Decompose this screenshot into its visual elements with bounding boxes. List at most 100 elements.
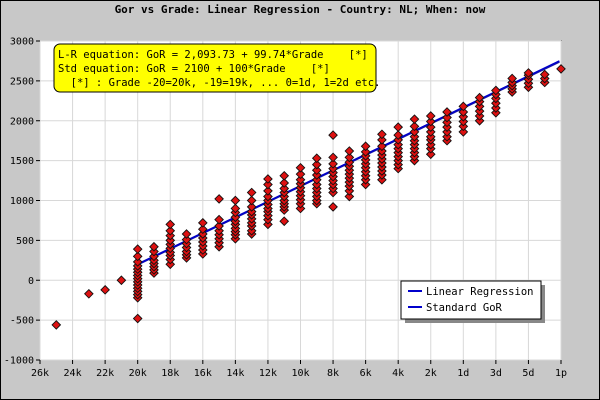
data-point [458, 101, 469, 112]
std-equation: Std equation: GoR = 2100 + 100*Grade [*] [58, 63, 330, 75]
data-point [214, 214, 224, 225]
legend-label-linear-regression: Linear Regression [426, 286, 533, 298]
x-tick-label: 16k [194, 368, 212, 379]
y-tick-label: 3000 [10, 37, 34, 48]
x-tick-label: 3d [490, 368, 502, 379]
data-point [165, 225, 176, 236]
x-tick-label: 4k [392, 368, 404, 379]
axis-ticks: -1000 -500 0 500 1000 1500 2000 2500 3000 26k 24k 2… [4, 37, 567, 380]
data-point [263, 174, 273, 184]
x-tick-label: 22k [96, 368, 114, 379]
data-point [181, 229, 192, 239]
y-tick-label: 1000 [10, 196, 34, 207]
data-point [295, 162, 306, 173]
data-point [474, 92, 485, 103]
data-point [132, 244, 143, 254]
data-point [246, 202, 257, 212]
data-point [344, 152, 355, 163]
data-point [279, 170, 290, 181]
y-tick-label: 1500 [10, 156, 34, 167]
x-tick-label: 26k [31, 368, 49, 379]
data-point [425, 149, 436, 160]
data-point [344, 191, 355, 202]
data-point [377, 129, 387, 140]
y-tick-label: 2000 [10, 116, 34, 127]
lr-equation: L-R equation: GoR = 2,093.73 + 99.74*Gra… [58, 49, 368, 61]
legend-box [400, 280, 542, 320]
data-point [442, 112, 452, 123]
data-point [311, 159, 322, 170]
equation-box-background [53, 43, 377, 93]
data-point [279, 183, 290, 194]
y-tick-label: -500 [10, 316, 34, 327]
data-point [116, 275, 127, 286]
data-point [230, 195, 241, 206]
data-point [263, 179, 273, 190]
data-point [393, 122, 404, 132]
data-point [84, 288, 94, 299]
data-point [442, 107, 452, 117]
data-point [328, 158, 338, 169]
data-point [425, 111, 436, 121]
data-point [523, 68, 534, 78]
x-tick-label: 12k [259, 368, 277, 379]
data-point [491, 85, 501, 96]
y-tick-label: 2500 [10, 76, 34, 87]
data-points [51, 64, 566, 330]
data-point [51, 320, 62, 330]
data-point [295, 174, 306, 185]
data-point [295, 169, 306, 180]
data-point [458, 127, 469, 137]
equation-box: L-R equation: GoR = 2,093.73 + 99.74*Gra… [53, 43, 380, 93]
data-point [100, 284, 110, 295]
data-point [425, 116, 436, 127]
data-point [328, 152, 338, 163]
data-point [197, 224, 208, 235]
data-point [214, 194, 224, 204]
data-point [556, 64, 566, 74]
data-point [377, 135, 387, 145]
data-point [539, 69, 550, 80]
x-tick-label: 10k [291, 368, 309, 379]
data-point [409, 114, 420, 124]
x-tick-label: 14k [226, 368, 244, 379]
data-point [311, 165, 322, 176]
data-point [246, 187, 257, 198]
data-point [263, 186, 273, 196]
data-point [458, 107, 469, 117]
legend-label-standard-gor: Standard GoR [426, 302, 503, 314]
data-point [425, 122, 436, 132]
y-tick-label: -1000 [4, 356, 34, 367]
x-tick-label: 6k [360, 368, 372, 379]
y-tick-label: 500 [16, 236, 34, 247]
x-tick-label: 2k [425, 368, 437, 379]
data-point [344, 146, 355, 156]
x-tick-label: 1p [555, 368, 567, 379]
x-tick-label: 1d [457, 368, 469, 379]
data-point [311, 153, 322, 164]
data-point [328, 202, 338, 212]
data-point [132, 313, 143, 324]
x-tick-label: 24k [64, 368, 82, 379]
data-point [197, 217, 208, 228]
data-point [246, 195, 257, 206]
data-point [377, 141, 387, 152]
data-point [181, 234, 192, 245]
data-point [507, 73, 517, 84]
x-tick-label: 18k [161, 368, 179, 379]
data-point [149, 241, 159, 252]
legend: Linear Regression Standard GoR [400, 280, 545, 323]
y-tick-label: 0 [28, 276, 34, 287]
data-point [409, 121, 420, 132]
data-point [328, 130, 338, 140]
x-tick-label: 8k [327, 368, 339, 379]
data-point [132, 257, 143, 267]
data-point [214, 221, 224, 231]
x-tick-label: 5d [522, 368, 534, 379]
data-point [360, 141, 371, 152]
data-point [132, 251, 143, 262]
data-point [393, 130, 404, 140]
data-point [165, 219, 176, 230]
data-point [409, 127, 420, 137]
